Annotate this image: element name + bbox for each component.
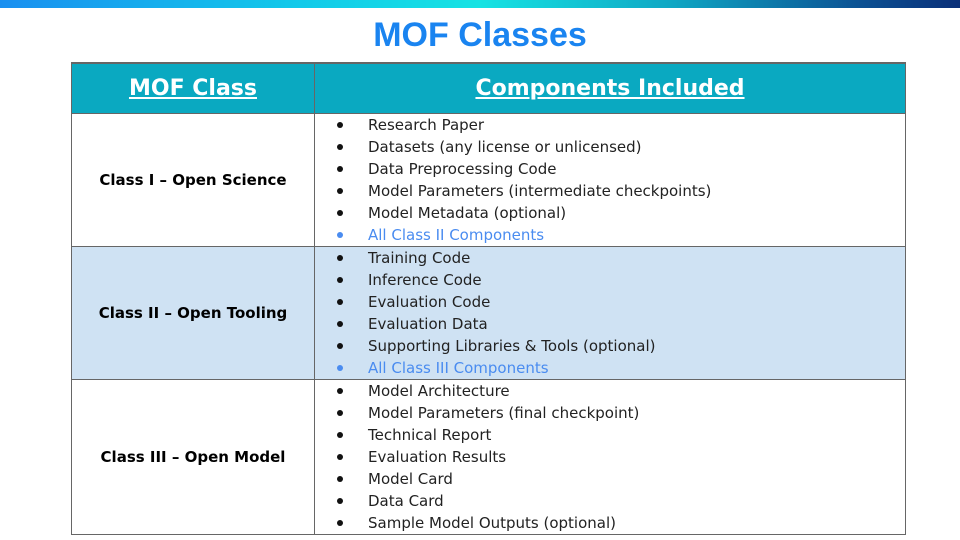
components-cell: Model Architecture Model Parameters (fina… bbox=[314, 378, 906, 535]
components-list: Research Paper Datasets (any license or u… bbox=[315, 114, 905, 246]
table-header-row: MOF Class Components Included bbox=[71, 62, 906, 114]
slide-title: MOF Classes bbox=[373, 16, 587, 54]
component-item: Model Parameters (intermediate checkpoin… bbox=[315, 180, 905, 202]
class-name-cell: Class I – Open Science bbox=[71, 112, 315, 247]
inherited-components-item: All Class II Components bbox=[315, 224, 905, 246]
component-item: Evaluation Results bbox=[315, 446, 905, 468]
top-gradient-bar bbox=[0, 0, 960, 8]
component-item: Research Paper bbox=[315, 114, 905, 136]
class-name-cell: Class III – Open Model bbox=[71, 378, 315, 535]
component-item: Datasets (any license or unlicensed) bbox=[315, 136, 905, 158]
component-item: Model Parameters (final checkpoint) bbox=[315, 402, 905, 424]
components-list: Model Architecture Model Parameters (fina… bbox=[315, 380, 905, 534]
component-item: Sample Model Outputs (optional) bbox=[315, 512, 905, 534]
components-cell: Research Paper Datasets (any license or u… bbox=[314, 112, 906, 247]
components-cell: Training Code Inference Code Evaluation Co… bbox=[314, 245, 906, 380]
component-item: Model Metadata (optional) bbox=[315, 202, 905, 224]
component-item: Inference Code bbox=[315, 269, 905, 291]
table-row: Class II – Open Tooling Training Code Infe… bbox=[71, 245, 906, 380]
component-item: Training Code bbox=[315, 247, 905, 269]
table-row: Class III – Open Model Model Architecture… bbox=[71, 378, 906, 535]
component-item: Supporting Libraries & Tools (optional) bbox=[315, 335, 905, 357]
component-item: Model Architecture bbox=[315, 380, 905, 402]
components-list: Training Code Inference Code Evaluation Co… bbox=[315, 247, 905, 379]
header-components: Components Included bbox=[314, 62, 906, 114]
header-mof-class: MOF Class bbox=[71, 62, 315, 114]
component-item: Model Card bbox=[315, 468, 905, 490]
mof-classes-table: MOF Class Components Included Class I – … bbox=[71, 62, 906, 535]
inherited-components-item: All Class III Components bbox=[315, 357, 905, 379]
component-item: Evaluation Data bbox=[315, 313, 905, 335]
component-item: Data Card bbox=[315, 490, 905, 512]
class-name-cell: Class II – Open Tooling bbox=[71, 245, 315, 380]
component-item: Technical Report bbox=[315, 424, 905, 446]
component-item: Evaluation Code bbox=[315, 291, 905, 313]
component-item: Data Preprocessing Code bbox=[315, 158, 905, 180]
table-row: Class I – Open Science Research Paper Data… bbox=[71, 112, 906, 247]
